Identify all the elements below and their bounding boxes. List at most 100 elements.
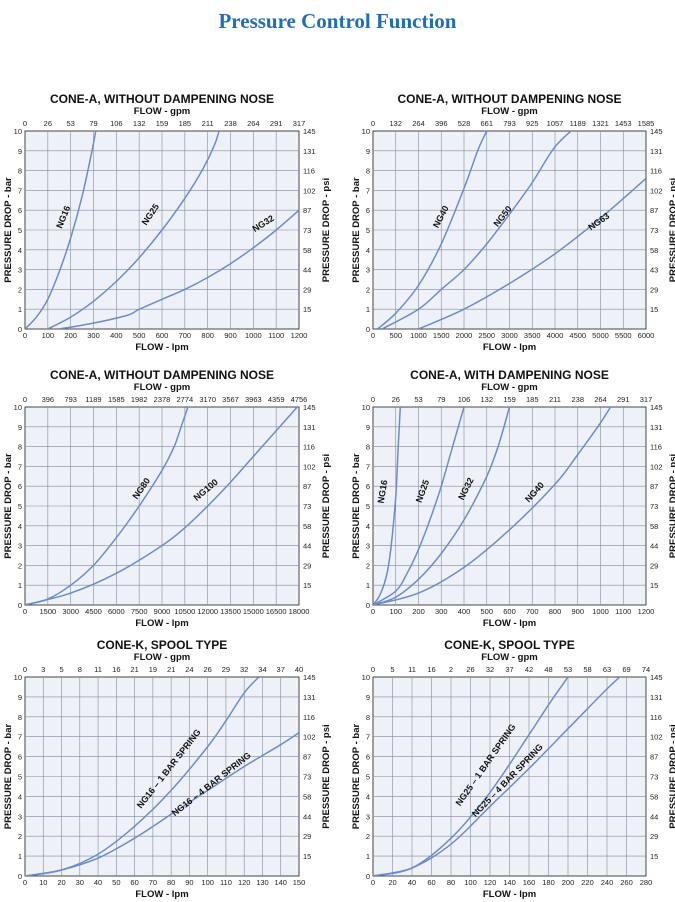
y2-tick-label: 145 [650,673,663,682]
x2-tick-label: 1982 [131,395,148,404]
y2-axis-label: PRESSURE DROP - psi [668,724,675,828]
x-tick-label: 300 [87,331,100,340]
x-tick-label: 500 [389,331,402,340]
x-tick-label: 110 [220,878,232,887]
x-tick-label: 140 [274,878,287,887]
y2-tick-label: 43 [650,266,658,275]
x2-tick-label: 40 [295,665,303,674]
y-tick-label: 0 [18,872,22,881]
y-tick-label: 10 [14,673,22,682]
y-tick-label: 5 [366,773,370,782]
x-tick-label: 900 [224,331,237,340]
y2-tick-label: 102 [303,186,316,195]
x-tick-label: 7500 [131,607,148,616]
y2-tick-label: 131 [650,147,663,156]
y-tick-label: 10 [362,127,370,136]
x2-tick-label: 264 [594,395,607,404]
y2-tick-label: 102 [650,462,663,471]
y-tick-label: 7 [18,733,22,742]
x2-tick-label: 3963 [245,395,262,404]
x2-tick-label: 58 [583,665,591,674]
y2-tick-label: 87 [650,753,658,762]
y2-tick-label: 29 [303,832,311,841]
y-tick-label: 8 [366,713,370,722]
y2-axis-label: PRESSURE DROP - psi [668,178,675,282]
x-tick-label: 40 [408,878,416,887]
x2-tick-label: 264 [247,119,260,128]
x2-tick-label: 32 [240,665,248,674]
y-tick-label: 8 [366,167,370,176]
series-line [25,407,299,605]
series-line [373,407,402,605]
y-tick-label: 8 [18,167,22,176]
y2-tick-label: 15 [650,852,658,861]
y2-tick-label: 15 [303,852,311,861]
x2-tick-label: 185 [526,395,539,404]
x2-tick-label: 185 [179,119,192,128]
x2-tick-label: 53 [564,665,572,674]
x2-tick-label: 16 [112,665,120,674]
x2-tick-label: 26 [466,665,474,674]
x-tick-label: 240 [601,878,614,887]
x-tick-label: 0 [23,878,27,887]
x2-tick-label: 396 [42,395,55,404]
y2-tick-label: 29 [650,832,658,841]
x2-tick-label: 238 [571,395,584,404]
y2-tick-label: 15 [303,581,311,590]
x-tick-label: 2000 [456,331,473,340]
y2-tick-label: 58 [650,246,658,255]
y2-tick-label: 44 [303,542,311,551]
y-tick-label: 5 [18,502,22,511]
y2-tick-label: 116 [303,713,315,722]
x2-tick-label: 396 [435,119,448,128]
x-tick-label: 400 [458,607,471,616]
x2-tick-label: 26 [203,665,211,674]
x2-tick-label: 48 [544,665,552,674]
chart-title: CONE-A, WITHOUT DAMPENING NOSE [50,368,274,382]
y-tick-label: 3 [18,542,22,551]
y-tick-label: 2 [366,832,370,841]
y-tick-label: 3 [366,812,370,821]
y2-tick-label: 131 [650,693,663,702]
x-tick-label: 100 [201,878,214,887]
x2-tick-label: 0 [371,119,375,128]
y-tick-label: 8 [366,443,370,452]
y-tick-label: 0 [366,325,370,334]
y-tick-label: 4 [18,792,22,801]
y2-tick-label: 29 [650,561,658,570]
x2-tick-label: 132 [133,119,146,128]
x-tick-label: 20 [388,878,396,887]
y-tick-label: 6 [18,753,22,762]
y2-tick-label: 116 [303,443,315,452]
x-tick-label: 6000 [108,607,125,616]
x-tick-label: 18000 [289,607,310,616]
x2-tick-label: 24 [185,665,193,674]
x-tick-label: 600 [156,331,169,340]
y-tick-label: 9 [18,147,22,156]
y-tick-label: 1 [18,305,22,314]
x2-tick-label: 5 [59,665,63,674]
x-tick-label: 50 [112,878,120,887]
x2-tick-label: 26 [392,395,400,404]
y2-tick-label: 29 [650,285,658,294]
y-tick-label: 2 [18,561,22,570]
series-line [59,209,299,329]
x-tick-label: 180 [542,878,555,887]
y2-tick-label: 131 [650,423,663,432]
y-tick-label: 4 [366,792,370,801]
series-line [25,407,189,605]
x-tick-label: 80 [167,878,175,887]
x2-tick-label: 211 [202,119,214,128]
y-tick-label: 3 [18,812,22,821]
x-tick-label: 700 [526,607,539,616]
x-tick-label: 1100 [615,607,631,616]
page-title: Pressure Control Function [218,9,457,33]
y-tick-label: 6 [366,753,370,762]
chart-title: CONE-A, WITHOUT DAMPENING NOSE [50,92,274,106]
y2-tick-label: 116 [650,443,662,452]
x2-axis-label: FLOW - gpm [481,106,537,117]
series-line [373,407,511,605]
x2-tick-label: 159 [503,395,516,404]
y2-tick-label: 58 [650,522,658,531]
